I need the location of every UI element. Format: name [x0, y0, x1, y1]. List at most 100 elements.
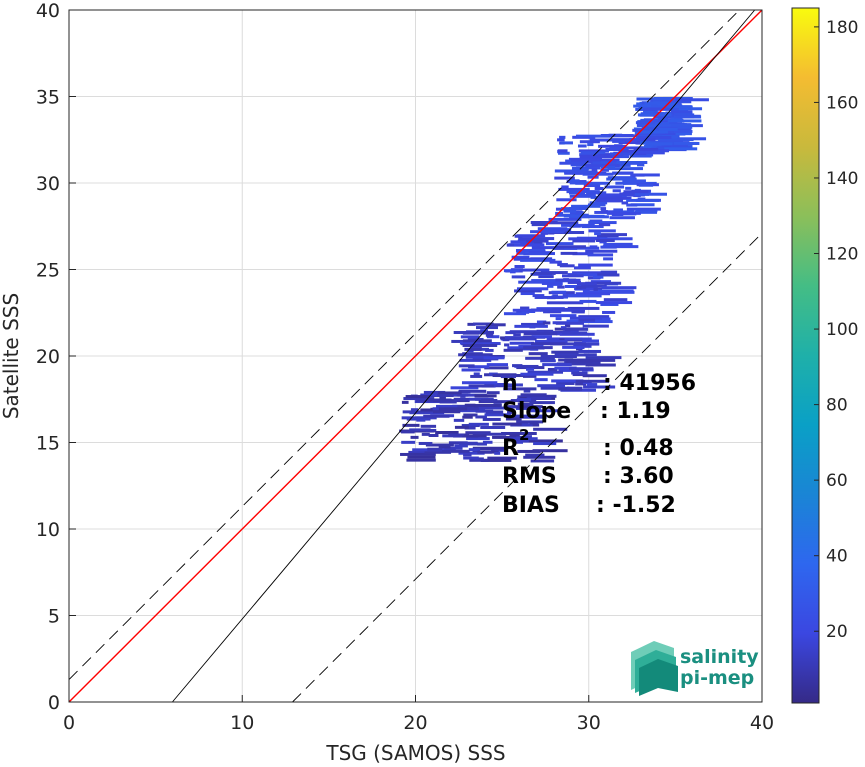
- density-cell: [569, 181, 591, 185]
- density-cell: [534, 378, 548, 382]
- density-cell: [439, 396, 446, 400]
- y-tick-label: 20: [36, 346, 60, 368]
- logo-wave-icon: [631, 641, 678, 696]
- density-cell: [542, 363, 572, 367]
- density-cell: [460, 394, 466, 398]
- density-cell: [461, 409, 486, 413]
- density-cell: [602, 210, 620, 214]
- density-cell: [512, 439, 539, 443]
- density-cell: [480, 342, 498, 346]
- density-cell: [600, 302, 619, 306]
- density-cell: [463, 413, 478, 417]
- density-cell: [402, 423, 420, 427]
- density-cell: [583, 184, 601, 188]
- density-cell: [572, 271, 609, 275]
- density-cell: [491, 448, 508, 452]
- density-cell: [472, 432, 507, 436]
- density-cell: [664, 147, 698, 151]
- density-cell: [477, 450, 492, 454]
- density-cell: [464, 426, 476, 430]
- colorbar-tick-label: 120: [826, 245, 858, 265]
- density-cell: [530, 347, 539, 351]
- density-cell: [569, 211, 584, 215]
- density-cell: [531, 335, 552, 339]
- density-cell: [612, 189, 621, 193]
- density-cell: [609, 146, 644, 150]
- density-cell: [582, 324, 609, 328]
- density-cell: [640, 130, 668, 134]
- density-cell: [587, 175, 599, 179]
- density-cell: [575, 379, 609, 383]
- density-cell: [401, 430, 415, 434]
- density-cell: [626, 203, 638, 207]
- density-cell: [528, 409, 562, 413]
- density-cell: [505, 417, 522, 421]
- density-cell: [525, 453, 545, 457]
- density-cell: [521, 322, 545, 326]
- density-cell: [533, 271, 556, 275]
- y-tick-label: 35: [36, 87, 60, 109]
- x-tick-label: 20: [403, 712, 427, 734]
- density-cell: [567, 386, 583, 390]
- density-cell: [554, 353, 588, 357]
- density-cell: [530, 459, 555, 463]
- density-cell: [590, 280, 612, 284]
- density-cell: [529, 401, 555, 405]
- density-cell: [608, 133, 623, 137]
- density-cell: [589, 138, 615, 142]
- density-cell: [600, 168, 609, 172]
- density-cell: [587, 383, 598, 387]
- density-cell: [653, 97, 687, 101]
- density-cell: [520, 258, 556, 262]
- density-cell: [563, 209, 577, 213]
- y-tick-label: 0: [48, 692, 60, 714]
- density-cell: [530, 230, 565, 234]
- y-tick-label: 10: [36, 519, 60, 541]
- density-cell: [644, 101, 671, 105]
- density-cell: [481, 398, 498, 402]
- density-cell: [666, 129, 693, 133]
- density-cell: [558, 187, 590, 191]
- stats-box: n : 41956 Slope : 1.19 R 2 : 0.48 RMS : …: [502, 371, 696, 518]
- density-cell: [402, 410, 438, 414]
- density-cell: [577, 273, 598, 277]
- density-cell: [638, 106, 647, 110]
- stat-rms-label: RMS: [502, 464, 557, 489]
- density-cell: [662, 100, 692, 104]
- density-cell: [408, 450, 436, 454]
- density-cell: [595, 301, 633, 305]
- logo-line2: pi-mep: [680, 667, 754, 689]
- density-cell: [582, 290, 613, 294]
- density-cell: [462, 352, 483, 356]
- density-cell: [585, 281, 622, 285]
- density-cell: [671, 107, 689, 111]
- density-cell: [531, 342, 566, 346]
- density-cell: [570, 214, 605, 218]
- density-cell: [531, 246, 564, 250]
- density-cell: [633, 192, 667, 196]
- y-tick-label: 40: [36, 0, 60, 22]
- density-cell: [635, 209, 658, 213]
- density-cell: [536, 329, 554, 333]
- density-cell: [409, 428, 431, 432]
- density-cell: [564, 324, 571, 328]
- y-axis: 0 5 10 15 20 25 30 35 40: [36, 0, 76, 714]
- x-axis: 0 10 20 30 40: [63, 695, 774, 734]
- density-cell: [462, 415, 473, 419]
- logo-line1: salinity: [680, 646, 759, 668]
- density-cell: [598, 144, 626, 148]
- density-cell: [613, 208, 623, 212]
- density-cell: [638, 183, 654, 187]
- density-cell: [520, 306, 530, 310]
- density-cell: [454, 444, 468, 448]
- density-cell: [630, 203, 655, 207]
- density-cell: [578, 318, 596, 322]
- density-cell: [474, 394, 497, 398]
- density-cell: [592, 275, 604, 279]
- density-cell: [572, 239, 596, 243]
- density-cell: [465, 431, 491, 435]
- density-cell: [547, 367, 558, 371]
- density-cell: [545, 242, 574, 246]
- density-cell: [502, 338, 510, 342]
